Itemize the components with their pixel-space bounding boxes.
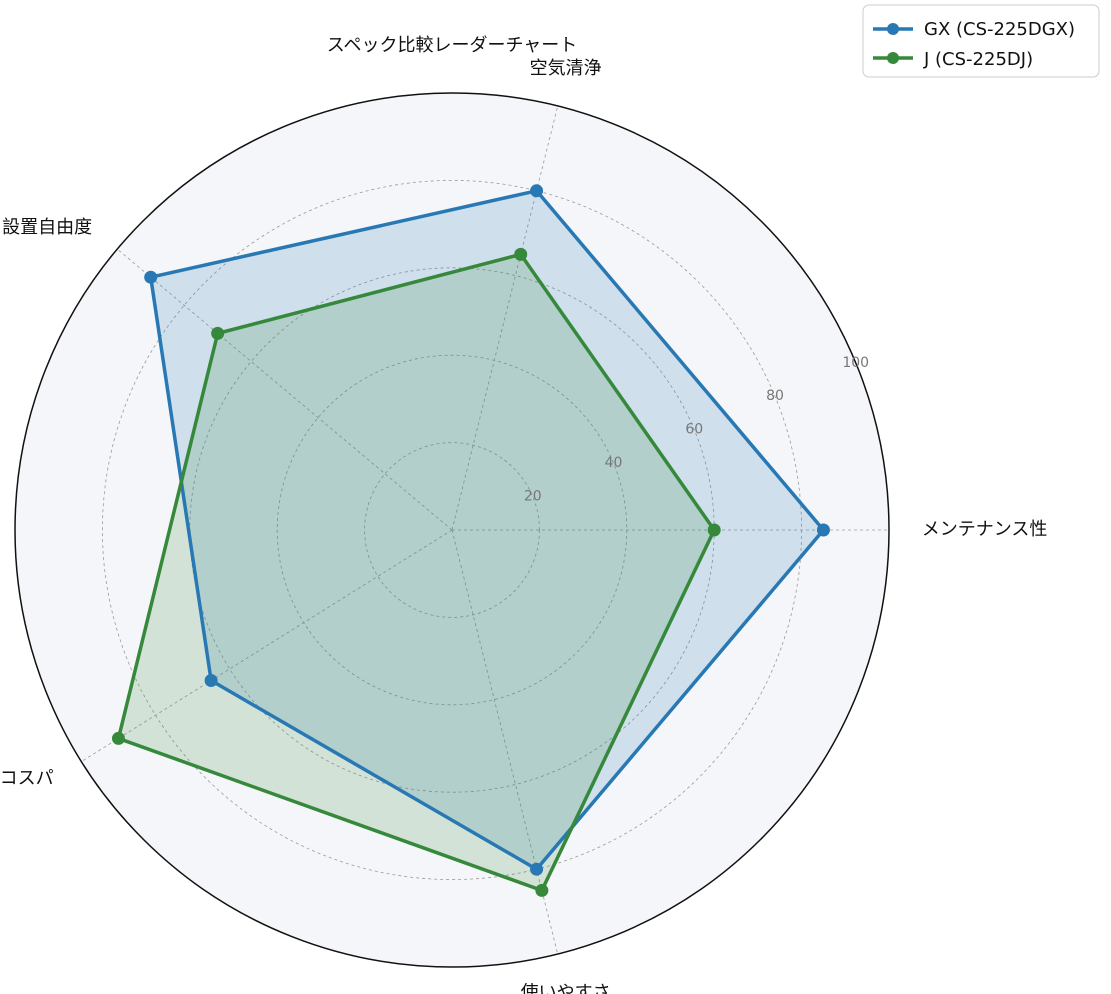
radial-tick-labels: 20 40 60 80 100 (524, 355, 869, 505)
data-point (816, 523, 830, 537)
series-areas (118, 190, 824, 891)
data-point (530, 184, 544, 198)
series-area (118, 254, 715, 891)
radial-tick-label: 80 (766, 388, 784, 404)
axis-label: コスパ (0, 768, 54, 789)
data-point (204, 674, 218, 688)
legend-label-gx: GX (CS-225DGX) (924, 19, 1075, 40)
data-point (530, 862, 544, 876)
grid-circle (364, 442, 540, 618)
radial-tick-label: 100 (842, 355, 869, 371)
data-point (111, 731, 125, 745)
axis-spoke (451, 105, 559, 531)
axis-spokes (81, 105, 889, 955)
legend-marker-j (887, 52, 899, 64)
data-point (211, 326, 225, 340)
legend-marker-gx (887, 23, 899, 35)
axis-spoke (81, 529, 453, 762)
legend: GX (CS-225DGX) J (CS-225DJ) (862, 4, 1100, 78)
data-point (535, 883, 549, 897)
data-point (144, 270, 158, 284)
data-point (707, 523, 721, 537)
data-point (514, 247, 528, 261)
axis-label: 使いやすさ (521, 983, 611, 994)
radial-tick-label: 60 (685, 422, 703, 438)
axis-label: 設置自由度 (2, 217, 92, 238)
axis-label: 空気清浄 (530, 58, 602, 79)
series-points (111, 184, 830, 897)
chart-title: スペック比較レーダーチャート (327, 35, 578, 56)
legend-label-j: J (CS-225DJ) (923, 49, 1033, 70)
series-area (150, 190, 824, 870)
radial-tick-label: 20 (524, 489, 542, 505)
series-lines (116, 189, 826, 893)
axis-spoke (116, 248, 453, 531)
series-line (116, 252, 716, 893)
outer-ring (14, 92, 890, 968)
axis-label: メンテナンス性 (922, 519, 1048, 540)
radial-tick-label: 40 (605, 455, 623, 471)
axis-spoke (451, 529, 559, 955)
legend-box (862, 4, 1100, 78)
